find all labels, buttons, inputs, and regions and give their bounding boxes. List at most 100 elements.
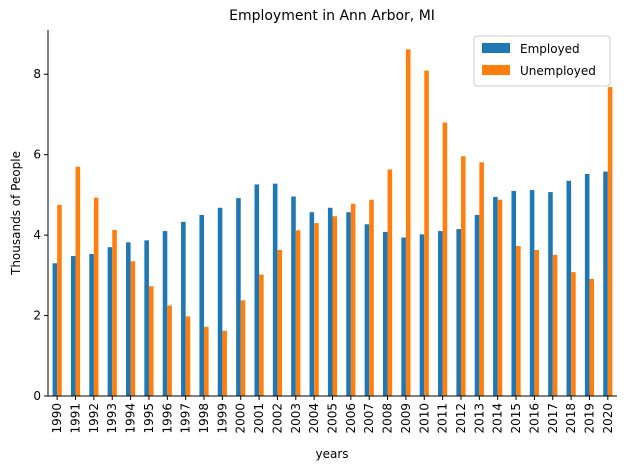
- bar-employed-1993: [107, 247, 113, 396]
- bar-employed-1998: [199, 215, 205, 396]
- bar-unemployed-2013: [479, 162, 484, 396]
- bar-employed-2014: [493, 196, 498, 396]
- y-tick-label: 4: [33, 228, 41, 242]
- bar-unemployed-2000: [240, 300, 246, 396]
- x-tick-label: 2007: [362, 403, 376, 434]
- x-axis-label: years: [315, 447, 348, 461]
- x-tick-label: 2003: [289, 403, 303, 434]
- y-tick-label: 8: [33, 67, 41, 81]
- bar-employed-2012: [456, 229, 461, 396]
- x-tick-label: 1996: [160, 403, 174, 434]
- bar-unemployed-1990: [57, 204, 62, 396]
- bar-unemployed-2020: [607, 87, 613, 397]
- bar-unemployed-1995: [148, 286, 154, 396]
- bar-unemployed-2014: [497, 199, 503, 396]
- x-tick-label: 2006: [344, 403, 358, 434]
- x-tick-label: 1994: [124, 403, 138, 434]
- bar-employed-2003: [291, 196, 296, 396]
- bar-unemployed-2007: [369, 199, 374, 396]
- x-tick-label: 1997: [179, 403, 193, 434]
- bar-employed-2013: [474, 215, 480, 396]
- x-tick-label: 2015: [509, 403, 523, 434]
- bar-employed-1994: [126, 242, 131, 396]
- bar-employed-2011: [438, 231, 443, 396]
- bar-unemployed-2006: [350, 203, 356, 396]
- x-tick-label: 1998: [197, 403, 211, 434]
- bar-unemployed-2002: [277, 250, 283, 396]
- bar-employed-2017: [548, 192, 553, 396]
- bar-employed-2004: [309, 212, 315, 396]
- bar-employed-1995: [144, 240, 149, 396]
- bar-employed-1999: [217, 207, 223, 396]
- bar-employed-2016: [529, 190, 535, 396]
- bar-employed-2001: [254, 184, 260, 396]
- bar-employed-2000: [236, 198, 241, 396]
- bar-employed-2010: [419, 234, 425, 396]
- bar-employed-2018: [566, 180, 572, 396]
- bar-employed-2002: [272, 183, 278, 396]
- x-tick-label: 2008: [381, 403, 395, 434]
- bar-unemployed-2016: [534, 250, 539, 396]
- bar-unemployed-1992: [93, 197, 99, 396]
- bar-employed-2008: [382, 231, 388, 396]
- x-tick-label: 2001: [252, 403, 266, 434]
- bar-unemployed-1998: [204, 326, 209, 396]
- bar-unemployed-2005: [332, 216, 338, 396]
- bar-unemployed-2008: [387, 169, 393, 396]
- legend-swatch-employed: [482, 43, 510, 53]
- bar-employed-2015: [511, 190, 517, 396]
- x-tick-label: 2014: [491, 403, 505, 434]
- x-tick-label: 1991: [69, 403, 83, 434]
- bar-employed-2005: [327, 207, 333, 396]
- legend: Employed Unemployed: [473, 35, 611, 87]
- x-tick-label: 2005: [326, 403, 340, 434]
- legend-label-employed: Employed: [520, 42, 580, 56]
- bar-unemployed-2001: [259, 274, 264, 396]
- y-tick-label: 2: [33, 309, 41, 323]
- x-tick-label: 1993: [105, 403, 119, 434]
- x-tick-label: 2017: [546, 403, 560, 434]
- x-tick-label: 2002: [270, 403, 284, 434]
- bar-unemployed-2018: [571, 272, 576, 396]
- bar-employed-1990: [52, 263, 58, 396]
- x-tick-label: 2011: [436, 403, 450, 434]
- bar-employed-2020: [603, 171, 608, 396]
- x-tick-label: 2018: [564, 403, 578, 434]
- bar-employed-1991: [70, 256, 76, 396]
- bar-unemployed-1993: [112, 229, 117, 396]
- x-tick-label: 1999: [215, 403, 229, 434]
- x-tick-label: 2004: [307, 403, 321, 434]
- bar-employed-2019: [584, 173, 590, 396]
- bar-unemployed-2004: [314, 223, 319, 396]
- x-tick-label: 2009: [399, 403, 413, 434]
- bar-unemployed-2015: [516, 245, 521, 396]
- bar-unemployed-1991: [75, 166, 81, 396]
- bars-group: [52, 49, 613, 397]
- legend-swatch-unemployed: [482, 65, 510, 75]
- x-tick-label: 1990: [50, 403, 64, 434]
- bar-employed-1997: [181, 221, 186, 396]
- bar-employed-2006: [346, 212, 351, 396]
- bar-unemployed-1999: [222, 330, 227, 396]
- x-tick-label: 2019: [582, 403, 596, 434]
- bar-unemployed-2010: [424, 70, 429, 397]
- y-tick-label: 0: [33, 389, 41, 403]
- ticks-group: 0 2 4 6 8 1990 1991 1992 1993 1994 1995 1996 1997 199…: [33, 67, 614, 433]
- bar-employed-1992: [89, 254, 94, 396]
- x-tick-label: 2016: [527, 403, 541, 434]
- x-tick-label: 1995: [142, 403, 156, 434]
- bar-unemployed-1997: [185, 316, 191, 396]
- y-tick-label: 6: [33, 148, 41, 162]
- x-tick-label: 2013: [472, 403, 486, 434]
- chart-title: Employment in Ann Arbor, MI: [229, 8, 435, 24]
- bar-unemployed-2019: [589, 278, 595, 396]
- bar-unemployed-1996: [167, 305, 172, 396]
- bar-unemployed-2011: [442, 122, 448, 396]
- bar-unemployed-1994: [130, 261, 136, 396]
- bar-employed-2009: [401, 237, 406, 396]
- bar-employed-1996: [162, 231, 168, 396]
- x-tick-label: 2000: [234, 403, 248, 434]
- legend-label-unemployed: Unemployed: [520, 64, 596, 78]
- x-tick-label: 2010: [417, 403, 431, 434]
